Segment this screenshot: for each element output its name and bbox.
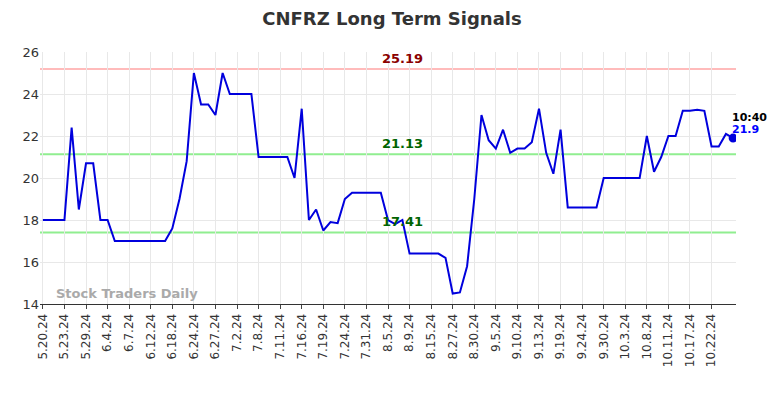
svg-text:Stock Traders Daily: Stock Traders Daily bbox=[56, 286, 198, 301]
svg-text:10.3.24: 10.3.24 bbox=[618, 314, 632, 360]
svg-text:7.24.24: 7.24.24 bbox=[338, 314, 352, 360]
svg-text:6.24.24: 6.24.24 bbox=[187, 314, 201, 360]
svg-text:6.7.24: 6.7.24 bbox=[122, 314, 136, 352]
svg-text:7.31.24: 7.31.24 bbox=[359, 314, 373, 360]
svg-text:9.10.24: 9.10.24 bbox=[510, 314, 524, 360]
svg-text:8.30.24: 8.30.24 bbox=[467, 314, 481, 360]
svg-text:10:40: 10:40 bbox=[732, 111, 767, 124]
svg-text:5.23.24: 5.23.24 bbox=[57, 314, 71, 360]
svg-text:9.13.24: 9.13.24 bbox=[532, 314, 546, 360]
svg-text:8.5.24: 8.5.24 bbox=[381, 314, 395, 352]
svg-text:20: 20 bbox=[22, 171, 39, 186]
svg-text:10.11.24: 10.11.24 bbox=[661, 314, 675, 367]
svg-text:22: 22 bbox=[22, 129, 39, 144]
svg-text:7.11.24: 7.11.24 bbox=[273, 314, 287, 360]
svg-text:10.22.24: 10.22.24 bbox=[704, 314, 718, 367]
svg-text:8.9.24: 8.9.24 bbox=[402, 314, 416, 352]
svg-text:7.19.24: 7.19.24 bbox=[316, 314, 330, 360]
svg-text:7.8.24: 7.8.24 bbox=[251, 314, 265, 352]
svg-text:14: 14 bbox=[22, 297, 39, 312]
svg-text:9.19.24: 9.19.24 bbox=[553, 314, 567, 360]
svg-text:8.15.24: 8.15.24 bbox=[424, 314, 438, 360]
svg-text:18: 18 bbox=[22, 213, 39, 228]
svg-text:17.41: 17.41 bbox=[382, 214, 423, 229]
svg-text:9.5.24: 9.5.24 bbox=[489, 314, 503, 352]
svg-text:5.20.24: 5.20.24 bbox=[36, 314, 50, 360]
svg-text:9.30.24: 9.30.24 bbox=[597, 314, 611, 360]
svg-text:5.29.24: 5.29.24 bbox=[79, 314, 93, 360]
svg-text:6.12.24: 6.12.24 bbox=[144, 314, 158, 360]
svg-text:25.19: 25.19 bbox=[382, 51, 423, 66]
svg-text:10.17.24: 10.17.24 bbox=[683, 314, 697, 367]
svg-text:8.27.24: 8.27.24 bbox=[446, 314, 460, 360]
svg-text:6.18.24: 6.18.24 bbox=[165, 314, 179, 360]
svg-text:CNFRZ Long Term Signals: CNFRZ Long Term Signals bbox=[262, 8, 521, 29]
svg-text:26: 26 bbox=[22, 45, 39, 60]
svg-text:16: 16 bbox=[22, 255, 39, 270]
svg-text:7.16.24: 7.16.24 bbox=[295, 314, 309, 360]
svg-text:6.4.24: 6.4.24 bbox=[100, 314, 114, 352]
svg-text:6.27.24: 6.27.24 bbox=[208, 314, 222, 360]
svg-text:7.2.24: 7.2.24 bbox=[230, 314, 244, 352]
svg-text:24: 24 bbox=[22, 87, 39, 102]
svg-text:10.8.24: 10.8.24 bbox=[640, 314, 654, 360]
svg-text:21.13: 21.13 bbox=[382, 136, 423, 151]
svg-text:21.9: 21.9 bbox=[732, 123, 759, 136]
svg-text:9.24.24: 9.24.24 bbox=[575, 314, 589, 360]
